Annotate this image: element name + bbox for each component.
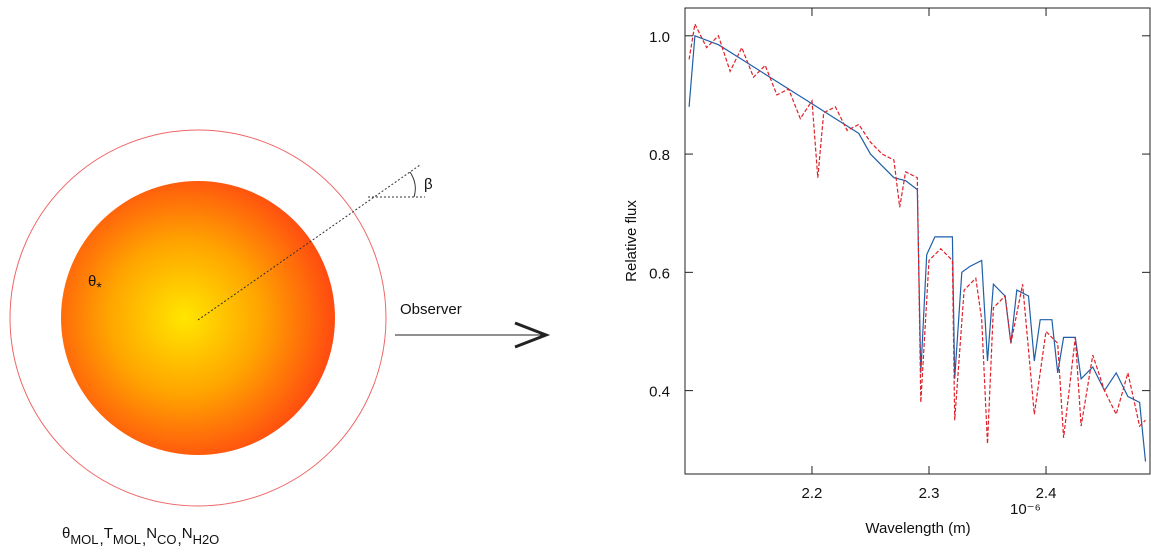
x-tick-label: 2.2 bbox=[802, 485, 823, 502]
plot-frame bbox=[684, 7, 1151, 475]
separator: , bbox=[142, 531, 146, 548]
theta-star-label: θ* bbox=[88, 273, 102, 295]
separator: , bbox=[178, 531, 182, 548]
outer-shell bbox=[9, 129, 387, 507]
arrow-head bbox=[514, 321, 551, 349]
symbol: θ bbox=[62, 525, 70, 542]
y-tick-label: 0.6 bbox=[649, 265, 670, 282]
observer-label: Observer bbox=[400, 301, 462, 318]
symbol: T bbox=[104, 525, 113, 542]
subscript: MOL bbox=[113, 532, 141, 547]
subscript: MOL bbox=[70, 532, 98, 547]
angle-arc bbox=[409, 171, 416, 198]
x-tick-label: 2.4 bbox=[1036, 485, 1057, 502]
y-axis-label: Relative flux bbox=[623, 200, 640, 282]
y-tick-label: 1.0 bbox=[649, 29, 670, 46]
parameters-label: θMOL,TMOL,NCO,NH2O bbox=[62, 525, 219, 548]
y-tick-label: 0.8 bbox=[649, 147, 670, 164]
ray bbox=[197, 164, 421, 321]
y-tick-label: 0.4 bbox=[649, 384, 670, 401]
subscript: H2O bbox=[193, 532, 220, 547]
separator: , bbox=[100, 531, 104, 548]
x-tick-label: 2.3 bbox=[919, 485, 940, 502]
subscript: * bbox=[96, 279, 102, 295]
diagram: β θ* Observer θMOL,TMOL,NCO,NH2O bbox=[9, 129, 551, 548]
subscript: CO bbox=[157, 532, 177, 547]
x-exponent: 10⁻⁶ bbox=[1010, 501, 1041, 518]
x-axis-label: Wavelength (m) bbox=[865, 520, 970, 537]
chart: Wavelength (m) 10⁻⁶ Relative flux 0.4 0.6… bbox=[623, 7, 1151, 537]
series-line bbox=[688, 22, 1146, 444]
symbol: N bbox=[182, 525, 193, 542]
symbol: θ bbox=[88, 273, 96, 290]
series-line bbox=[688, 34, 1147, 462]
symbol: N bbox=[146, 525, 157, 542]
star bbox=[61, 181, 335, 455]
beta-label: β bbox=[424, 176, 433, 193]
